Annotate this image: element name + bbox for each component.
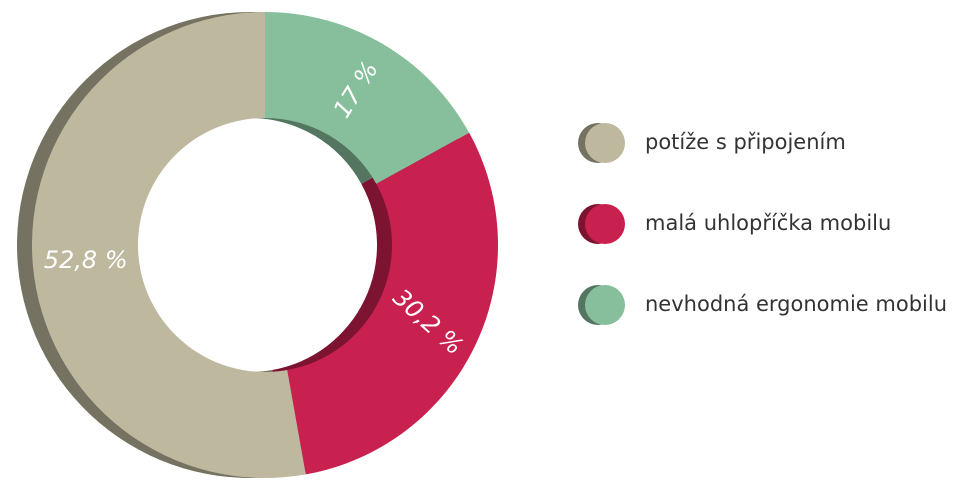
value-label: 52,8 % — [44, 246, 128, 274]
legend-label: potíže s připojením — [645, 130, 846, 154]
legend-label: nevhodná ergonomie mobilu — [645, 292, 947, 316]
slice — [287, 132, 499, 475]
legend-swatch — [585, 285, 625, 325]
legend-swatch — [585, 204, 625, 244]
legend-swatch — [585, 123, 625, 163]
legend-label: malá uhlopříčka mobilu — [645, 211, 891, 235]
legend: potíže s připojením malá uhlopříčka mobil… — [578, 123, 947, 325]
slice — [32, 12, 306, 478]
ring — [32, 12, 499, 478]
slice — [265, 12, 470, 184]
